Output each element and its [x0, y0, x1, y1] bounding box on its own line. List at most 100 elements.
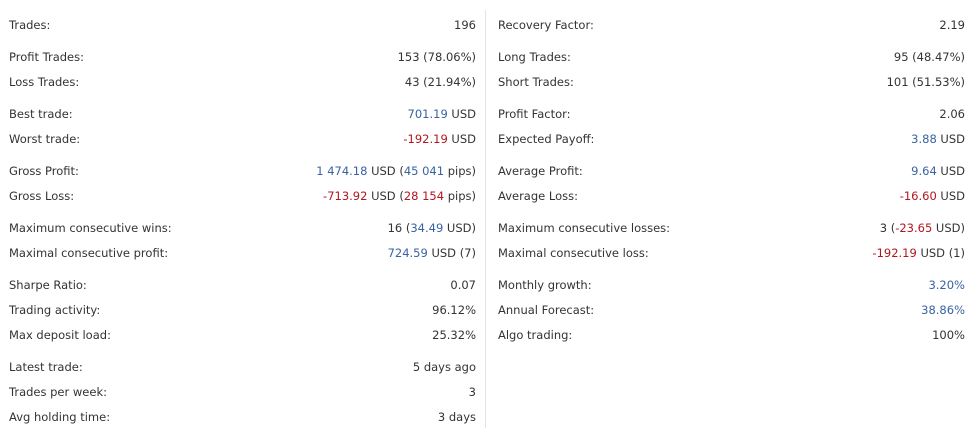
stat-row-monthly-growth: Monthly growth: 3.20%: [498, 277, 965, 293]
stat-unit: USD: [936, 164, 965, 178]
stat-label: Latest trade:: [9, 360, 83, 374]
column-divider: [485, 10, 486, 428]
stat-row-loss-trades: Loss Trades: 43 (21.94%): [9, 74, 476, 90]
stat-row-max-consecutive-wins: Maximum consecutive wins: 16 (34.49 USD): [9, 220, 476, 236]
stat-label: Worst trade:: [9, 132, 81, 146]
stat-label: Average Profit:: [498, 164, 583, 178]
stat-unit: USD): [932, 221, 965, 235]
stat-unit: USD: [936, 132, 965, 146]
stat-label: Maximum consecutive losses:: [498, 221, 671, 235]
stat-row-profit-factor: Profit Factor: 2.06: [498, 106, 965, 122]
stat-row-trades: Trades: 196: [9, 17, 476, 33]
stat-value: 43 (21.94%): [404, 75, 476, 89]
stat-pips: 45 041: [403, 164, 445, 178]
stat-row-algo-trading: Algo trading: 100%: [498, 327, 965, 343]
stat-value: 100%: [932, 328, 965, 342]
stat-unit: USD): [443, 221, 476, 235]
stat-row-latest-trade: Latest trade: 5 days ago: [9, 359, 476, 375]
stat-label: Expected Payoff:: [498, 132, 595, 146]
stat-value: 95 (48.47%): [893, 50, 965, 64]
stat-value: 38.86%: [921, 303, 965, 317]
stat-value: -713.92 USD (28 154 pips): [323, 189, 476, 203]
stat-label: Max deposit load:: [9, 328, 111, 342]
stat-label: Avg holding time:: [9, 410, 111, 424]
stat-value: 1 474.18 USD (45 041 pips): [316, 164, 476, 178]
stat-row-max-consecutive-loss: Maximal consecutive loss: -192.19 USD (1…: [498, 245, 965, 261]
stat-value: 3.88 USD: [911, 132, 965, 146]
stat-value: 153 (78.06%): [397, 50, 476, 64]
stat-value: 701.19 USD: [408, 107, 476, 121]
stat-count: 16 (: [387, 221, 411, 235]
stat-row-max-deposit-load: Max deposit load: 25.32%: [9, 327, 476, 343]
stat-unit: USD (: [367, 164, 404, 178]
stat-row-best-trade: Best trade: 701.19 USD: [9, 106, 476, 122]
stat-row-average-loss: Average Loss: -16.60 USD: [498, 188, 965, 204]
stat-amount: -23.65: [895, 221, 933, 235]
stat-unit: USD (1): [916, 246, 965, 260]
stat-row-expected-payoff: Expected Payoff: 3.88 USD: [498, 131, 965, 147]
stat-row-max-consecutive-losses: Maximum consecutive losses: 3 (-23.65 US…: [498, 220, 965, 236]
stat-row-gross-profit: Gross Profit: 1 474.18 USD (45 041 pips): [9, 163, 476, 179]
stat-value: -192.19 USD: [403, 132, 476, 146]
stat-pips-unit: pips): [444, 164, 476, 178]
stat-label: Profit Factor:: [498, 107, 571, 121]
stat-label: Loss Trades:: [9, 75, 80, 89]
stat-value: -192.19 USD (1): [872, 246, 965, 260]
stat-amount: -192.19: [872, 246, 917, 260]
stat-label: Recovery Factor:: [498, 18, 594, 32]
stat-row-worst-trade: Worst trade: -192.19 USD: [9, 131, 476, 147]
stat-label: Gross Loss:: [9, 189, 75, 203]
stat-value: 3: [468, 385, 476, 399]
stat-label: Monthly growth:: [498, 278, 592, 292]
stat-amount: 3.88: [911, 132, 937, 146]
stat-row-short-trades: Short Trades: 101 (51.53%): [498, 74, 965, 90]
stat-label: Profit Trades:: [9, 50, 85, 64]
stat-pips-unit: pips): [444, 189, 476, 203]
stat-value: 5 days ago: [412, 360, 476, 374]
stat-value: 3 days: [437, 410, 476, 424]
stat-value: 2.06: [939, 107, 965, 121]
stat-label: Trades per week:: [9, 385, 107, 399]
stat-unit: USD (: [367, 189, 404, 203]
stat-unit: USD: [447, 107, 476, 121]
stat-amount: -16.60: [899, 189, 937, 203]
stat-row-annual-forecast: Annual Forecast: 38.86%: [498, 302, 965, 318]
stat-amount: -192.19: [403, 132, 448, 146]
stat-row-avg-holding-time: Avg holding time: 3 days: [9, 409, 476, 425]
stat-value: 16 (34.49 USD): [388, 221, 476, 235]
stat-label: Maximal consecutive profit:: [9, 246, 169, 260]
stat-label: Short Trades:: [498, 75, 574, 89]
stat-row-max-consecutive-profit: Maximal consecutive profit: 724.59 USD (…: [9, 245, 476, 261]
stat-row-profit-trades: Profit Trades: 153 (78.06%): [9, 49, 476, 65]
stat-row-gross-loss: Gross Loss: -713.92 USD (28 154 pips): [9, 188, 476, 204]
stat-label: Algo trading:: [498, 328, 573, 342]
stat-label: Sharpe Ratio:: [9, 278, 87, 292]
stat-amount: 34.49: [410, 221, 444, 235]
stat-row-sharpe-ratio: Sharpe Ratio: 0.07: [9, 277, 476, 293]
stat-label: Best trade:: [9, 107, 73, 121]
stat-value: 3.20%: [928, 278, 965, 292]
stat-pips: 28 154: [403, 189, 445, 203]
stat-label: Average Loss:: [498, 189, 578, 203]
stat-value: 101 (51.53%): [886, 75, 965, 89]
stat-row-average-profit: Average Profit: 9.64 USD: [498, 163, 965, 179]
stat-amount: 724.59: [387, 246, 428, 260]
stat-row-long-trades: Long Trades: 95 (48.47%): [498, 49, 965, 65]
stat-label: Long Trades:: [498, 50, 571, 64]
stat-label: Trades:: [9, 18, 51, 32]
stat-label: Trading activity:: [9, 303, 101, 317]
stat-value: 3 (-23.65 USD): [880, 221, 965, 235]
stat-value: 96.12%: [432, 303, 476, 317]
stat-count: 3 (: [879, 221, 896, 235]
stat-unit: USD (7): [427, 246, 476, 260]
stat-value: 2.19: [939, 18, 965, 32]
stat-row-trades-per-week: Trades per week: 3: [9, 384, 476, 400]
stat-row-trading-activity: Trading activity: 96.12%: [9, 302, 476, 318]
stat-label: Maximum consecutive wins:: [9, 221, 172, 235]
stat-amount: 701.19: [407, 107, 448, 121]
stat-value: 0.07: [450, 278, 476, 292]
stat-amount: 9.64: [911, 164, 937, 178]
stat-unit: USD: [936, 189, 965, 203]
stat-amount: -713.92: [323, 189, 368, 203]
stat-row-recovery-factor: Recovery Factor: 2.19: [498, 17, 965, 33]
